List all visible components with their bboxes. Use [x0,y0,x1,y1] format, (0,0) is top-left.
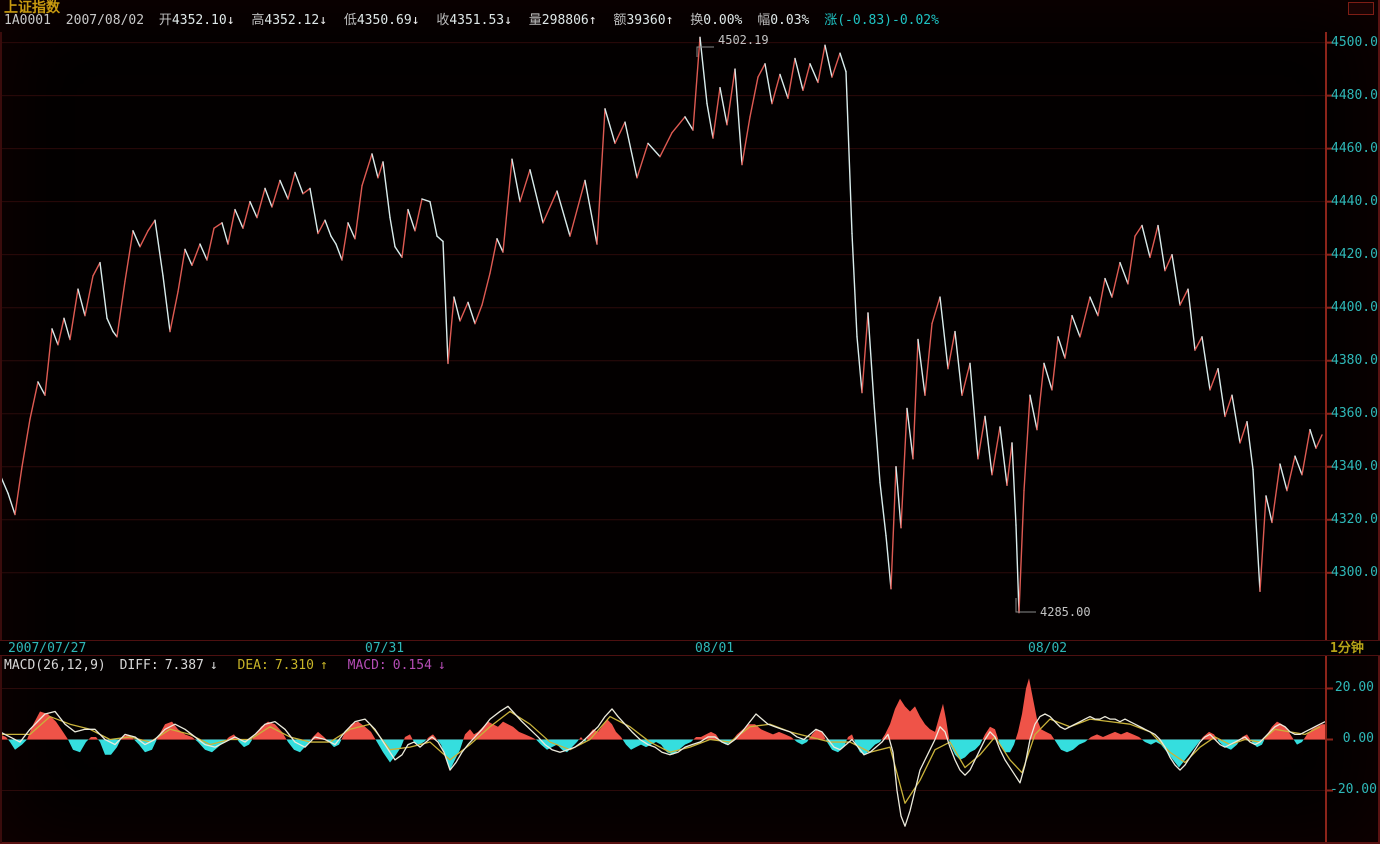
field-close: 收4351.53↓ [436,13,512,28]
field-volume: 量298806↑ [528,13,597,28]
x-axis-label-0801: 08/01 [695,641,735,656]
y-axis-label-4300: 4300.0 [1331,565,1378,580]
macd-dea-value: DEA: 7.310 ↑ [237,658,328,673]
price-line [0,36,1323,614]
macd-diff-value: DIFF: 7.387 ↓ [119,658,218,673]
y-axis-label-4340: 4340.0 [1331,459,1378,474]
macd-axis-label-0: 0.00 [1342,731,1374,746]
annotation-bracket [696,46,714,57]
low-price-annotation: 4285.00 [1040,605,1091,619]
quote-date: 2007/08/02 [65,13,145,28]
y-axis-label-4380: 4380.0 [1331,353,1378,368]
y-axis-label-4480: 4480.0 [1331,88,1378,103]
y-axis-label-4360: 4360.0 [1331,406,1378,421]
y-axis-label-4500: 4500.0 [1331,35,1378,50]
macd-axis-label-neg20: -20.00 [1330,782,1377,797]
field-amount: 额39360↑ [613,13,674,28]
panel-corner-icon[interactable] [1348,2,1374,15]
x-axis-label-0731: 07/31 [365,641,405,656]
y-axis-label-4440: 4440.0 [1331,194,1378,209]
info-bar: 1A0001 2007/08/02 开4352.10↓ 高4352.12↓ 低4… [4,14,946,27]
index-title: 上证指数 [4,0,60,16]
stock-code: 1A0001 [4,13,51,28]
field-open: 开4352.10↓ [158,13,235,28]
y-axis-label-4400: 4400.0 [1331,300,1378,315]
diff-line [0,705,1326,827]
y-axis-label-4420: 4420.0 [1331,247,1378,262]
macd-indicator-name[interactable]: MACD(26,12,9) [4,658,106,673]
y-axis-label-4320: 4320.0 [1331,512,1378,527]
field-high: 高4352.12↓ [251,13,328,28]
grid-lines [0,41,1333,792]
macd-header: MACD(26,12,9) DIFF: 7.387 ↓ DEA: 7.310 ↑ MAC… [4,659,458,672]
field-turnover: 换0.00% [690,13,743,28]
annotation-bracket [1015,598,1036,613]
x-axis-strip [0,640,1380,656]
field-low: 低4350.69↓ [343,13,420,28]
period-selector[interactable]: 1分钟 [1330,641,1364,656]
x-axis-label-0802: 08/02 [1028,641,1068,656]
macd-macd-value: MACD: 0.154 ↓ [347,658,446,673]
field-amplitude: 幅0.03% [757,13,810,28]
macd-axis-label-20: 20.00 [1334,680,1374,695]
dea-line [0,710,1321,804]
x-axis-label-0727: 2007/07/27 [8,641,87,656]
high-price-annotation: 4502.19 [718,33,769,47]
field-change: 涨(-0.83)-0.02% [824,13,939,28]
macd-histogram-negative [0,739,1325,771]
y-axis-label-4460: 4460.0 [1331,141,1378,156]
